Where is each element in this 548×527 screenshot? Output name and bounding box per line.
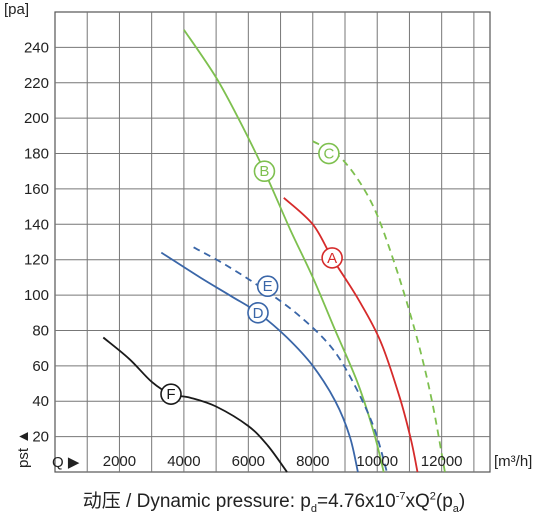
x-tick-label: 6000 xyxy=(232,453,265,470)
y-tick-label: 180 xyxy=(24,146,49,163)
curve-label-text: F xyxy=(166,386,175,403)
curve-label-text: B xyxy=(259,163,269,180)
curve-label-b: B xyxy=(253,160,276,183)
y-tick-label: 240 xyxy=(24,39,49,56)
curve-label-circle xyxy=(318,142,340,165)
curve-label-circle xyxy=(253,160,276,183)
formula-sub-a: a xyxy=(452,502,459,515)
formula-text-before: 动压 / Dynamic pressure: p xyxy=(82,491,311,512)
curve-e xyxy=(193,246,388,473)
curve-d xyxy=(160,251,359,473)
formula-text-end: ) xyxy=(458,491,466,512)
y-tick-label: 160 xyxy=(24,181,49,198)
y-tick-label: 60 xyxy=(32,358,49,375)
dynamic-pressure-formula: 动压 / Dynamic pressure: pd=4.76x10-7xQ2(p… xyxy=(0,486,548,515)
chart-curve-labels: A B C DE F xyxy=(160,142,343,405)
formula-text-mid3: (p xyxy=(435,491,453,512)
curve-f xyxy=(102,336,288,473)
y-tick-label: 220 xyxy=(24,75,49,92)
y-tick-label: 140 xyxy=(24,216,49,233)
curve-label-text: A xyxy=(327,250,337,267)
curve-label-c: C xyxy=(318,142,340,165)
curve-label-text: C xyxy=(323,146,334,163)
formula-sup-sq: 2 xyxy=(429,490,436,503)
y-tick-label: 40 xyxy=(32,393,49,410)
curve-label-a: A xyxy=(321,247,343,269)
curve-label-d: D xyxy=(247,301,269,324)
y-unit-label: [pa] xyxy=(4,1,29,18)
curve-label-text: E xyxy=(263,278,273,295)
x-tick-label: 8000 xyxy=(296,453,329,470)
y-tick-label: 120 xyxy=(24,252,49,269)
curve-label-circle xyxy=(321,247,343,269)
curve-label-circle xyxy=(247,301,269,324)
formula-text-mid2: xQ xyxy=(405,491,430,512)
curve-label-circle xyxy=(256,275,279,298)
chart-curves xyxy=(102,29,446,473)
x-unit-label: [m³/h] xyxy=(494,453,532,470)
plot-frame xyxy=(54,11,491,473)
formula-sup-exp: -7 xyxy=(395,490,406,503)
y-tick-label: 80 xyxy=(32,322,49,339)
curve-a xyxy=(283,197,419,473)
chart-axis-labels: 20 40 60 80 100 120 140 160 180 200 220 240 2000 4000… xyxy=(4,1,532,471)
y-axis-marker: pst ▲ xyxy=(15,429,32,468)
y-tick-label: 20 xyxy=(32,429,49,446)
y-tick-label: 100 xyxy=(24,287,49,304)
x-tick-label: 2000 xyxy=(103,453,136,470)
x-tick-label: 12000 xyxy=(421,453,463,470)
curve-label-f: F xyxy=(160,383,182,405)
y-tick-label: 200 xyxy=(24,110,49,127)
x-tick-label: 4000 xyxy=(167,453,200,470)
formula-sub-d: d xyxy=(310,502,317,515)
curve-label-circle xyxy=(160,383,182,405)
formula-text-mid: =4.76x10 xyxy=(316,491,396,512)
x-axis-marker: Q ▶ xyxy=(52,454,80,471)
curve-label-text: D xyxy=(253,305,264,322)
curve-label-e: E xyxy=(256,275,279,298)
chart-grid xyxy=(54,11,491,473)
x-tick-label: 10000 xyxy=(356,453,398,470)
